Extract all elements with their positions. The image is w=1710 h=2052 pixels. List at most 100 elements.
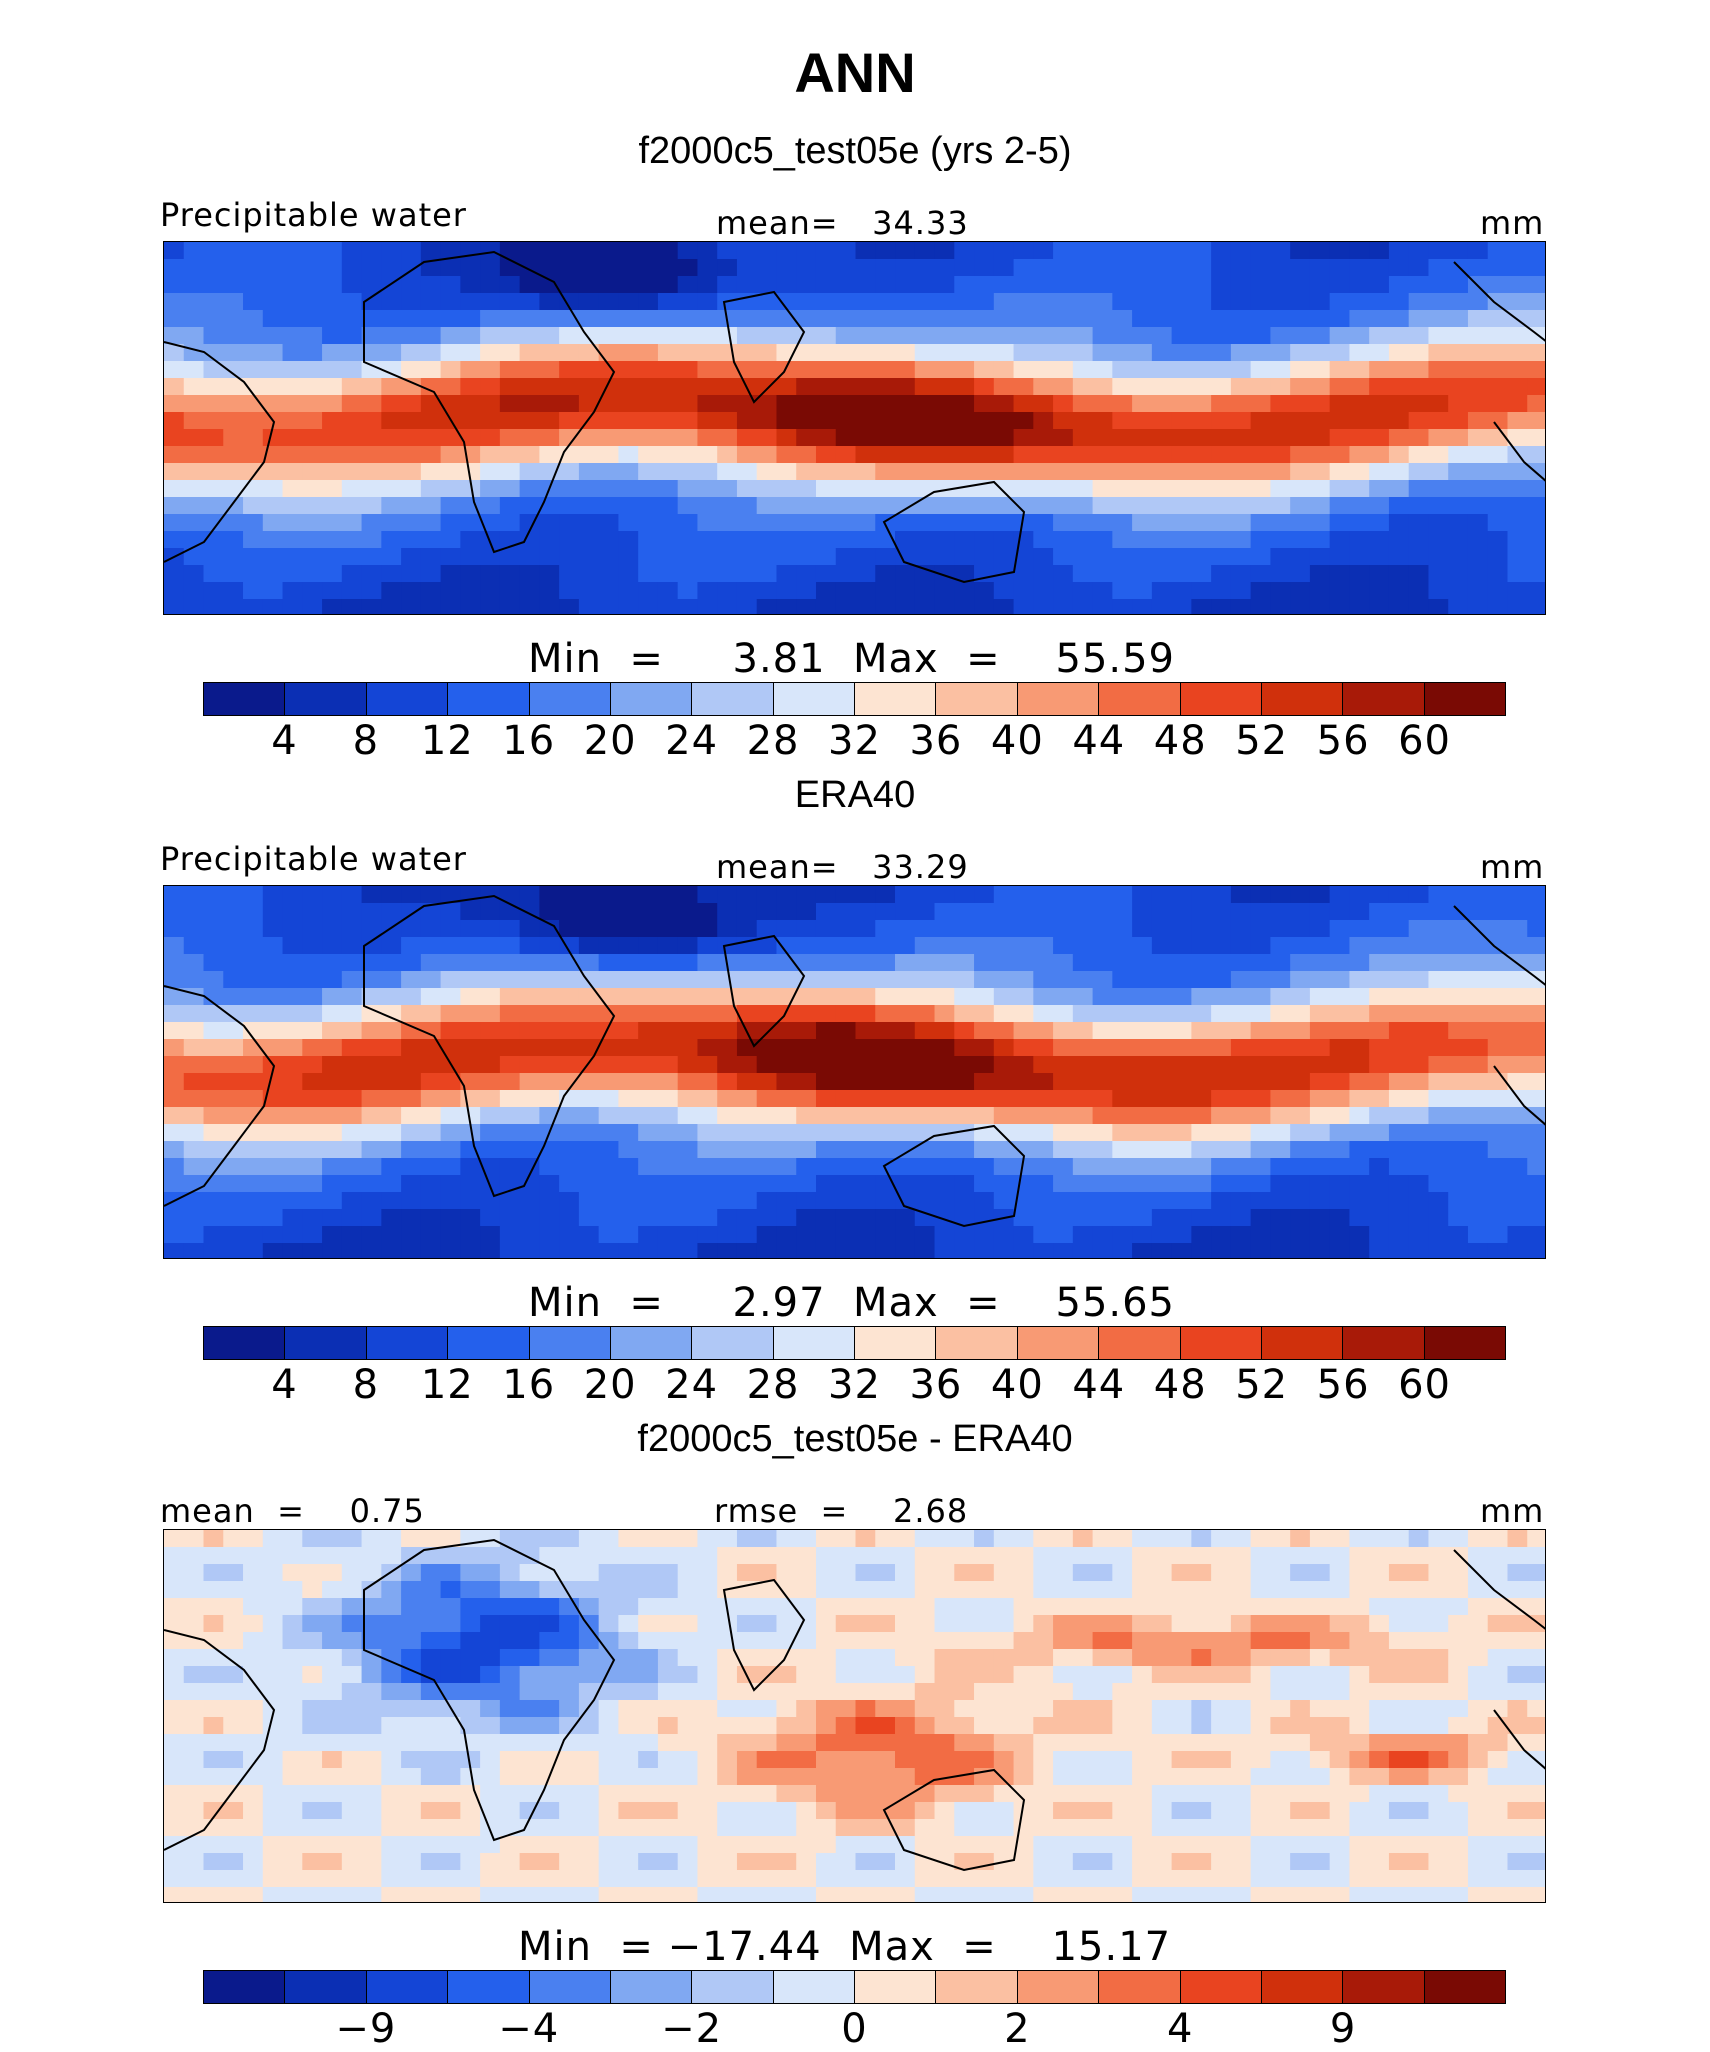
colorbar-tick-label: 4 [271,1362,298,1408]
colorbar-swatch [529,683,611,715]
colorbar-swatch [855,683,937,715]
colorbar-tick-label: 12 [420,1362,474,1408]
colorbar-tick-label: 24 [665,718,719,764]
colorbar-swatch [692,1327,774,1359]
colorbar-swatch [448,1971,530,2003]
colorbar-tick-label: 40 [990,1362,1044,1408]
colorbar [203,682,1506,716]
colorbar-tick-label: 56 [1316,1362,1370,1408]
colorbar-swatch [773,1971,855,2003]
panel-title: f2000c5_test05e - ERA40 [637,1418,1073,1460]
rmse-label: rmse = 2.68 [714,1492,969,1530]
colorbar-swatch [448,1327,530,1359]
colorbar-swatch [529,1971,611,2003]
colorbar-swatch [610,1327,693,1359]
colorbar-swatch [1017,1327,1100,1359]
colorbar-ticks: −9 −4 −2 0 2 4 9 [203,2006,1506,2052]
colorbar-swatch [773,1327,855,1359]
main-title: ANN [794,41,916,104]
colorbar-swatch [529,1327,611,1359]
mean-label: mean= 34.33 [716,204,969,242]
colorbar-tick-label: 52 [1235,718,1289,764]
colorbar-swatch [1424,683,1505,715]
colorbar-swatch [936,1971,1018,2003]
min-max-label: Min = −17.44 Max = 15.17 [518,1924,1172,1970]
colorbar-swatch [1180,1327,1262,1359]
colorbar-tick-label: 20 [583,1362,637,1408]
colorbar-tick-label: 52 [1235,1362,1289,1408]
colorbar-swatch [692,1971,774,2003]
colorbar-tick-label: 48 [1153,718,1207,764]
colorbar-swatch [855,1327,937,1359]
panel-title: ERA40 [794,774,916,816]
colorbar-swatch [1343,683,1425,715]
colorbar-swatch [366,1327,449,1359]
colorbar-swatch [204,1327,286,1359]
mean-diff-label: mean = 0.75 [160,1492,425,1530]
colorbar-swatch [936,1327,1018,1359]
colorbar-tick-label: 2 [1004,2006,1031,2052]
colorbar-swatch [1099,1971,1181,2003]
colorbar-swatch [610,683,693,715]
colorbar-swatch [936,683,1018,715]
colorbar-swatch [204,683,286,715]
colorbar-tick-label: 36 [909,1362,963,1408]
colorbar-swatch [285,1327,367,1359]
variable-label: Precipitable water [160,840,467,878]
map-plot [163,241,1546,615]
min-max-label: Min = 2.97 Max = 55.65 [528,1280,1175,1326]
colorbar-swatch [1343,1971,1425,2003]
mean-label: mean= 33.29 [716,848,969,886]
colorbar-swatch [285,683,367,715]
colorbar-tick-label: 24 [665,1362,719,1408]
colorbar-swatch [1180,683,1262,715]
colorbar-swatch [1261,683,1344,715]
units-label: mm [1480,1492,1545,1530]
colorbar-tick-label: 8 [352,718,380,764]
colorbar-tick-label: 28 [746,718,800,764]
colorbar-ticks: 4 8 12 16 20 24 28 32 36 40 44 48 52 56 60 [203,1362,1506,1408]
colorbar-swatch [366,1971,449,2003]
colorbar-tick-label: 60 [1398,718,1452,764]
colorbar-swatch [610,1971,693,2003]
colorbar-tick-label: −4 [498,2006,560,2052]
colorbar-tick-label: 40 [990,718,1044,764]
colorbar-swatch [1017,1971,1100,2003]
colorbar-tick-label: 0 [841,2006,868,2052]
units-label: mm [1480,848,1545,886]
colorbar-tick-label: 36 [909,718,963,764]
colorbar-tick-label: 32 [828,1362,881,1408]
colorbar-tick-label: 28 [746,1362,800,1408]
colorbar-ticks: 4 8 12 16 20 24 28 32 36 40 44 48 52 56 60 [203,718,1506,764]
colorbar-tick-label: 16 [502,718,556,764]
colorbar-tick-label: 56 [1316,718,1370,764]
map-plot [163,885,1546,1259]
variable-label: Precipitable water [160,196,467,234]
colorbar-swatch [1099,683,1181,715]
min-max-label: Min = 3.81 Max = 55.59 [528,636,1175,682]
colorbar-tick-label: −9 [335,2006,397,2052]
colorbar-swatch [1261,1971,1344,2003]
colorbar-swatch [1424,1327,1505,1359]
colorbar [203,1326,1506,1360]
colorbar-tick-label: 44 [1072,1362,1126,1408]
panel-title: f2000c5_test05e (yrs 2-5) [638,130,1072,172]
colorbar-swatch [1343,1327,1425,1359]
colorbar-tick-label: 4 [1167,2006,1194,2052]
colorbar-swatch [1099,1327,1181,1359]
colorbar-swatch [448,683,530,715]
colorbar-tick-label: −2 [661,2006,723,2052]
colorbar-tick-label: 48 [1153,1362,1207,1408]
colorbar-swatch [692,683,774,715]
map-plot [163,1529,1546,1903]
colorbar-tick-label: 16 [502,1362,556,1408]
colorbar-swatch [204,1971,286,2003]
colorbar-tick-label: 8 [352,1362,380,1408]
colorbar-swatch [1261,1327,1344,1359]
colorbar-tick-label: 9 [1329,2006,1357,2052]
colorbar-swatch [1424,1971,1505,2003]
colorbar-swatch [855,1971,937,2003]
colorbar-tick-label: 44 [1072,718,1126,764]
colorbar-swatch [366,683,449,715]
colorbar-tick-label: 20 [583,718,637,764]
